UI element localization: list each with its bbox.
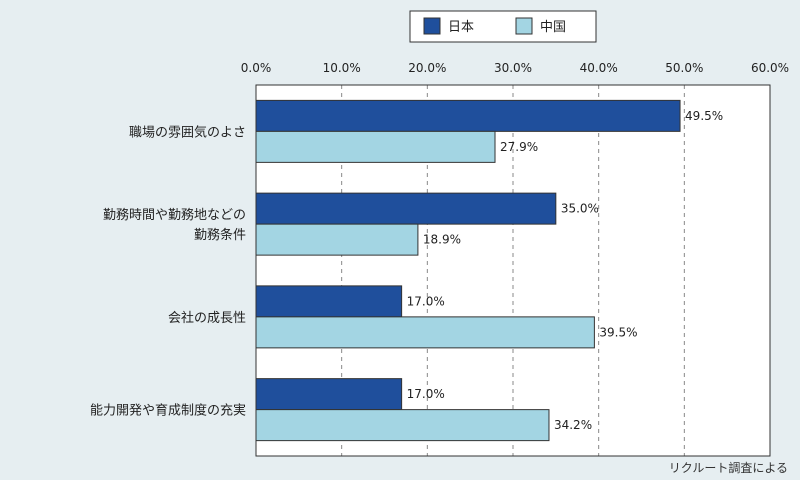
- x-tick-label: 50.0%: [665, 61, 703, 75]
- bar: [255, 378, 403, 411]
- legend-box: [409, 10, 597, 43]
- legend-swatch: [423, 17, 441, 35]
- x-tick-label: 30.0%: [494, 61, 532, 75]
- x-tick-label: 40.0%: [580, 61, 618, 75]
- data-label: 49.5%: [685, 109, 723, 123]
- category-label: 会社の成長性: [168, 310, 246, 326]
- category-labels: 職場の雰囲気のよさ勤務時間や勤務地などの勤務条件会社の成長性能力開発や育成制度の…: [90, 124, 246, 418]
- bar: [255, 316, 595, 349]
- data-label: 18.9%: [423, 233, 461, 247]
- category-label: 能力開発や育成制度の充実: [90, 403, 246, 419]
- legend-label: 中国: [540, 20, 566, 35]
- bar: [255, 192, 557, 225]
- category-label: 勤務条件: [194, 227, 246, 243]
- legend-swatch: [515, 17, 533, 35]
- legend-label: 日本: [448, 20, 474, 35]
- data-label: 35.0%: [561, 202, 599, 216]
- data-label: 17.0%: [407, 294, 445, 308]
- bar: [255, 130, 496, 163]
- bars: 49.5% 27.9% 35.0% 18.9% 17.0% 39.5% 17.0% 34.2%: [255, 99, 723, 442]
- data-label: 34.2%: [554, 418, 592, 432]
- bar: [255, 409, 550, 442]
- source-note: リクルート調査による: [668, 461, 788, 475]
- bar: [255, 223, 419, 256]
- bar: [255, 285, 403, 318]
- category-label: 職場の雰囲気のよさ: [129, 124, 246, 140]
- grid-lines: [341, 85, 685, 456]
- data-label: 17.0%: [407, 387, 445, 401]
- x-axis-ticks: 0.0% 10.0% 20.0% 30.0% 40.0% 50.0% 60.0%: [241, 61, 789, 75]
- x-tick-label: 20.0%: [408, 61, 446, 75]
- legend: 日本 中国: [409, 10, 597, 43]
- plot-frame: [255, 84, 771, 457]
- data-label: 39.5%: [599, 325, 637, 339]
- category-label: 勤務時間や勤務地などの: [103, 208, 246, 223]
- x-tick-label: 10.0%: [323, 61, 361, 75]
- bar: [255, 99, 681, 132]
- x-tick-label: 60.0%: [751, 61, 789, 75]
- x-tick-label: 0.0%: [241, 61, 272, 75]
- data-label: 27.9%: [500, 140, 538, 154]
